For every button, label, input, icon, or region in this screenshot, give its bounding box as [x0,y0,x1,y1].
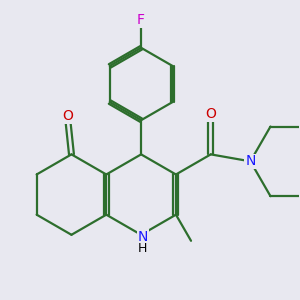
Text: N: N [245,154,256,168]
Text: F: F [137,13,145,27]
Text: O: O [205,107,216,121]
Text: O: O [62,109,73,123]
Text: H: H [138,242,148,255]
Text: N: N [138,230,148,244]
